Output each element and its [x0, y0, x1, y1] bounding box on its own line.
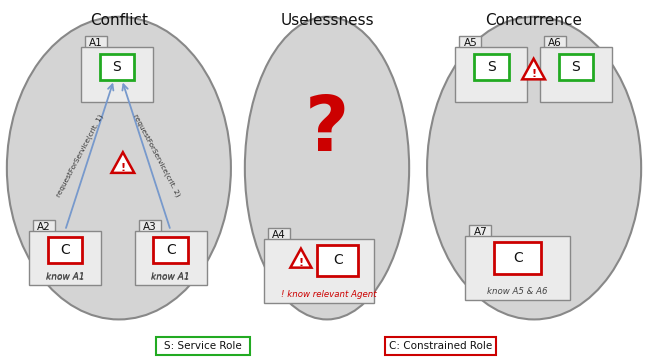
Text: A6: A6 — [548, 38, 562, 48]
Text: A1: A1 — [89, 38, 103, 48]
Text: C: C — [513, 251, 523, 265]
Polygon shape — [523, 59, 545, 79]
Text: know A1: know A1 — [151, 272, 190, 281]
FancyBboxPatch shape — [154, 237, 188, 264]
FancyBboxPatch shape — [99, 54, 134, 80]
FancyBboxPatch shape — [470, 225, 491, 238]
Text: ?: ? — [305, 93, 349, 167]
FancyBboxPatch shape — [559, 54, 593, 80]
Polygon shape — [111, 152, 134, 173]
FancyBboxPatch shape — [455, 47, 527, 102]
FancyBboxPatch shape — [85, 36, 107, 50]
FancyBboxPatch shape — [135, 231, 207, 285]
FancyBboxPatch shape — [540, 47, 611, 102]
Text: know A5 & A6: know A5 & A6 — [487, 287, 548, 296]
FancyBboxPatch shape — [544, 36, 566, 50]
Text: S: S — [487, 60, 496, 74]
Text: ! know relevant Agent: ! know relevant Agent — [281, 290, 377, 299]
FancyBboxPatch shape — [474, 54, 509, 80]
FancyBboxPatch shape — [139, 220, 161, 234]
Text: !: ! — [298, 258, 303, 268]
Text: !: ! — [531, 69, 536, 79]
FancyBboxPatch shape — [264, 238, 374, 303]
Text: A5: A5 — [464, 38, 477, 48]
FancyBboxPatch shape — [81, 47, 153, 102]
Polygon shape — [290, 249, 311, 268]
FancyBboxPatch shape — [385, 337, 496, 355]
Text: requestForService(crit. 1): requestForService(crit. 1) — [55, 113, 104, 197]
Text: S: Service Role: S: Service Role — [164, 341, 242, 351]
Text: C: C — [60, 243, 70, 257]
FancyBboxPatch shape — [156, 337, 250, 355]
FancyBboxPatch shape — [317, 245, 358, 276]
Text: know A1: know A1 — [151, 273, 190, 282]
FancyBboxPatch shape — [268, 228, 290, 241]
Text: S: S — [112, 60, 121, 74]
Text: !: ! — [120, 163, 126, 173]
Text: A4: A4 — [272, 229, 286, 240]
FancyBboxPatch shape — [460, 36, 481, 50]
Text: A2: A2 — [37, 222, 51, 232]
Text: know A1: know A1 — [46, 272, 84, 281]
FancyBboxPatch shape — [466, 236, 570, 300]
Ellipse shape — [427, 17, 641, 319]
FancyBboxPatch shape — [48, 237, 82, 264]
Text: know A1: know A1 — [46, 273, 84, 282]
Text: C: Constrained Role: C: Constrained Role — [389, 341, 492, 351]
FancyBboxPatch shape — [29, 231, 101, 285]
Ellipse shape — [7, 17, 231, 319]
FancyBboxPatch shape — [494, 242, 542, 274]
FancyBboxPatch shape — [33, 220, 55, 234]
Text: C: C — [166, 243, 175, 257]
Text: S: S — [572, 60, 580, 74]
Text: Conflict: Conflict — [90, 13, 148, 28]
Text: C: C — [333, 253, 343, 268]
Text: Uselessness: Uselessness — [280, 13, 374, 28]
Text: A7: A7 — [473, 227, 487, 237]
Text: A3: A3 — [143, 222, 156, 232]
Ellipse shape — [245, 17, 409, 319]
Text: requestForService(crit. 2): requestForService(crit. 2) — [131, 113, 181, 197]
Text: Concurrence: Concurrence — [486, 13, 583, 28]
